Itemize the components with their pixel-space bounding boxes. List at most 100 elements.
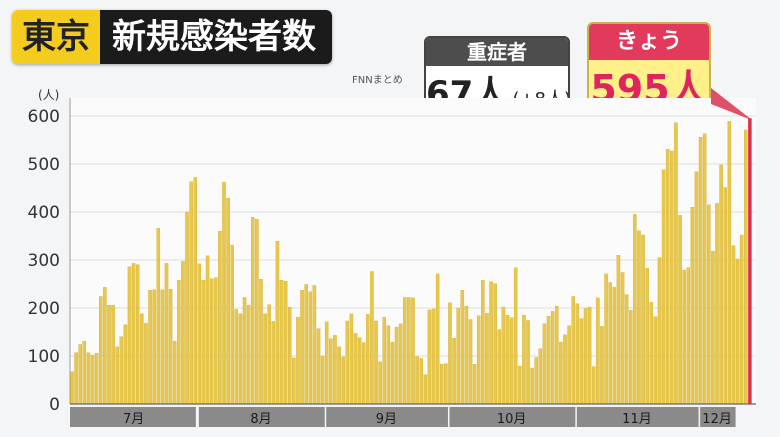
bar [702, 133, 707, 405]
bar [168, 289, 173, 405]
bar [308, 291, 313, 405]
bar [366, 314, 370, 405]
bar [423, 374, 428, 405]
y-tick-label: 600 [28, 107, 60, 127]
bar [349, 313, 354, 405]
bar [571, 296, 575, 405]
bar [563, 334, 567, 405]
bar [164, 263, 169, 405]
bar [135, 264, 140, 405]
title-banner: 東京 新規感染者数 [12, 10, 332, 64]
bar [181, 261, 185, 405]
month-band [198, 407, 325, 427]
bar [456, 307, 460, 405]
bar [242, 297, 247, 405]
bar [670, 150, 674, 405]
bar [431, 308, 436, 405]
bar [382, 316, 386, 405]
x-month-label: 10月 [497, 412, 527, 427]
bar [460, 290, 465, 405]
bar [403, 297, 407, 405]
bar [637, 230, 641, 405]
bar [177, 280, 181, 405]
bar [620, 272, 625, 405]
bar [90, 354, 95, 405]
bar [341, 356, 345, 405]
y-tick-label: 0 [49, 395, 60, 415]
y-tick-label: 400 [28, 203, 60, 223]
bar [542, 323, 547, 405]
bar [427, 309, 432, 405]
bar [218, 231, 222, 405]
bar [744, 129, 748, 405]
bar [567, 325, 571, 405]
bar [94, 352, 99, 405]
bar [144, 323, 148, 405]
bar [579, 318, 584, 405]
bar [378, 361, 382, 405]
bar [238, 313, 243, 405]
bar [476, 315, 481, 405]
month-band [576, 407, 699, 427]
bar [86, 352, 91, 405]
bar [222, 182, 226, 405]
bar [201, 280, 206, 405]
bar [719, 164, 723, 405]
x-month-label: 12月 [702, 412, 732, 427]
x-month-label: 8月 [250, 412, 271, 427]
bar [575, 303, 580, 405]
bar [205, 255, 210, 405]
bar [267, 304, 271, 405]
bar [731, 245, 736, 405]
bar [287, 306, 292, 405]
bar [698, 136, 703, 405]
bar [226, 197, 230, 405]
bar [686, 267, 691, 405]
bar [115, 346, 119, 405]
bar [452, 338, 456, 405]
bar [189, 181, 193, 405]
bar [103, 287, 107, 405]
bar [522, 315, 526, 405]
bar [612, 287, 617, 405]
bar [119, 336, 124, 405]
bar [727, 121, 732, 405]
bar [300, 290, 304, 405]
bar [641, 234, 645, 405]
source-credit: FNNまとめ [352, 75, 403, 86]
bar [333, 335, 337, 405]
bar [419, 358, 423, 405]
bar [70, 371, 74, 405]
bar [559, 341, 563, 405]
bar [633, 214, 637, 405]
bar [74, 352, 78, 405]
bar [234, 309, 239, 405]
bar [78, 344, 82, 405]
bar [735, 258, 740, 405]
bar [193, 177, 197, 405]
bar [583, 308, 588, 405]
title-region: 東京 [12, 10, 100, 64]
bar [271, 321, 276, 405]
bar [505, 315, 510, 405]
bar [111, 304, 115, 405]
bar [275, 241, 280, 405]
bar [653, 316, 658, 405]
bar [357, 337, 362, 405]
bar [435, 273, 440, 405]
bar [501, 306, 506, 405]
bar [530, 367, 534, 405]
bar [255, 219, 259, 405]
severe-cases-label: 重症者 [426, 38, 568, 66]
bar [386, 325, 391, 405]
bar [518, 365, 522, 405]
bar [296, 316, 300, 405]
bar [464, 305, 469, 405]
bar [263, 313, 267, 405]
bar [538, 348, 543, 405]
bar [649, 302, 654, 405]
bar [526, 320, 530, 405]
bar [140, 313, 144, 405]
y-tick-label: 300 [28, 251, 60, 271]
bar [555, 305, 559, 405]
